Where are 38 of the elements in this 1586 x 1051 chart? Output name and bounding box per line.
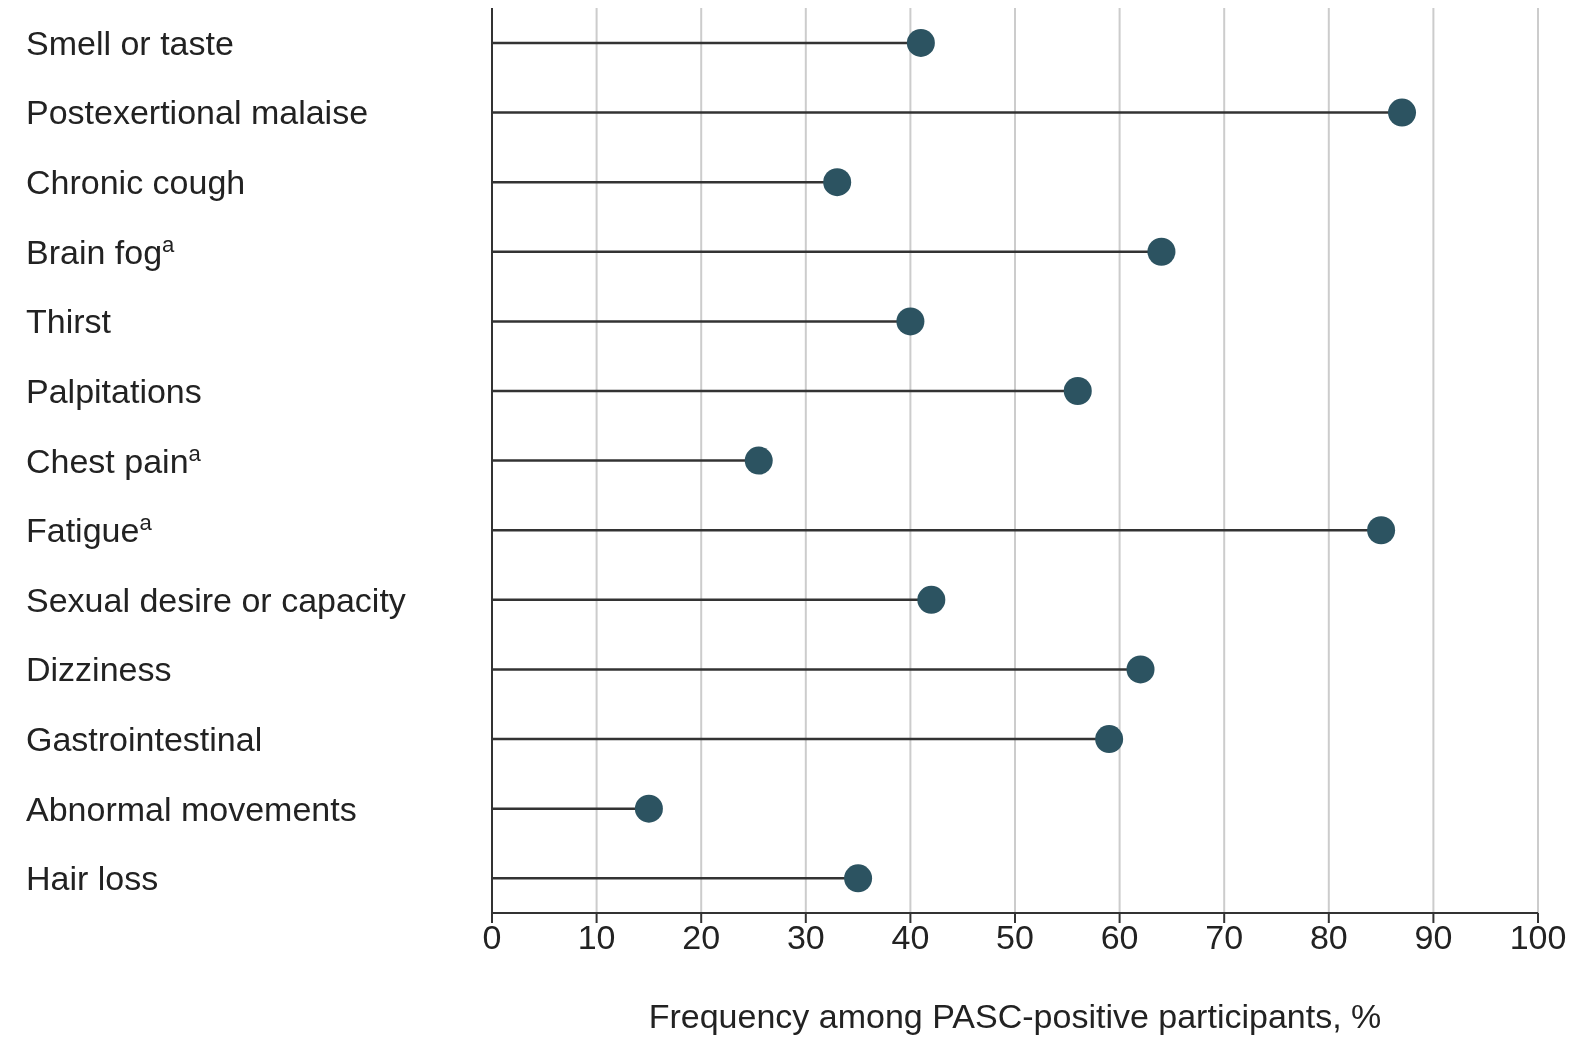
- y-tick-label: Thirst: [26, 302, 112, 341]
- y-tick-label: Smell or taste: [26, 23, 234, 62]
- y-tick-label: Dizziness: [26, 650, 172, 689]
- x-tick-label: 0: [482, 918, 502, 957]
- x-tick-label: 60: [1100, 918, 1139, 957]
- point: [744, 446, 773, 475]
- x-tick-label: 70: [1205, 918, 1244, 957]
- y-tick-label: Abnormal movements: [26, 789, 357, 828]
- y-tick-label: Chest pain$^{a}$: [26, 440, 202, 480]
- y-tick-label: Hair loss: [26, 859, 159, 898]
- x-tick-label: 50: [996, 918, 1034, 957]
- x-tick-label: 100: [1509, 918, 1567, 957]
- point: [1388, 98, 1417, 127]
- point: [1147, 237, 1176, 266]
- y-tick-label: Palpitations: [26, 371, 202, 410]
- x-axis-title: Frequency among PASC-positive participants, %: [648, 997, 1382, 1035]
- x-tick-label: 30: [786, 918, 825, 957]
- point: [1367, 516, 1396, 545]
- y-tick-label: Fatigue$^{a}$: [26, 509, 153, 550]
- x-tick-label: 90: [1414, 918, 1453, 957]
- point: [1095, 725, 1124, 754]
- x-tick-label: 40: [891, 918, 930, 957]
- y-tick-label: Chronic cough: [26, 163, 246, 202]
- y-tick-label: Postexertional malaise: [26, 93, 369, 132]
- point: [634, 794, 663, 823]
- x-tick-label: 10: [577, 918, 616, 957]
- point: [906, 28, 935, 57]
- y-tick-label: Sexual desire or capacity: [26, 580, 406, 619]
- x-tick-label: 20: [682, 918, 721, 957]
- point: [1126, 655, 1155, 684]
- x-tick-label: 80: [1309, 918, 1348, 957]
- point: [917, 585, 946, 614]
- point: [844, 864, 873, 893]
- y-tick-label: Brain fog$^{a}$: [26, 231, 176, 271]
- y-tick-label: Gastrointestinal: [26, 719, 263, 758]
- point: [823, 168, 852, 197]
- point: [1063, 377, 1092, 405]
- point: [896, 307, 925, 336]
